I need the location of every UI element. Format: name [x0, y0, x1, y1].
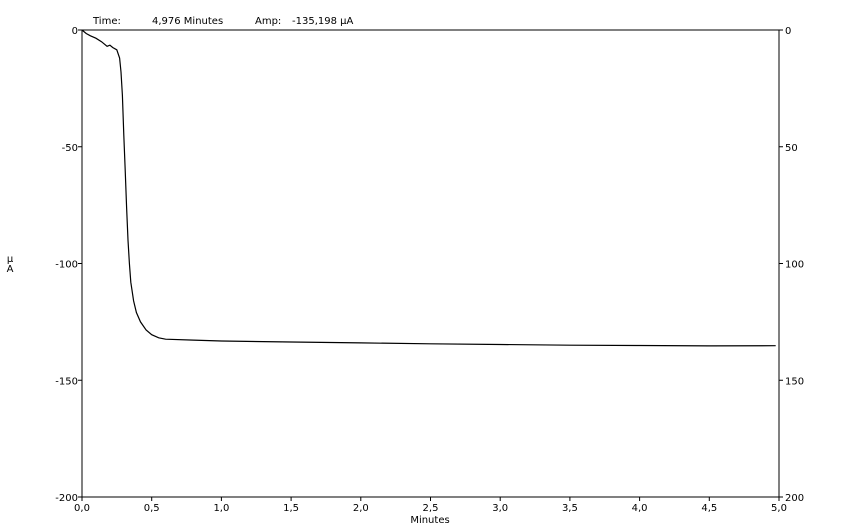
- x-tick-label: 4,5: [701, 503, 717, 514]
- header-time-label: Time:: [92, 16, 121, 27]
- x-axis-label: Minutes: [410, 515, 449, 525]
- x-tick-label: 1,5: [283, 503, 299, 514]
- y-axis-left: 0 -50 -100 -150 -200: [55, 26, 82, 504]
- y-tick-label-right: 200: [785, 493, 804, 504]
- y-axis-right: 0 50 100 150 200: [779, 26, 804, 504]
- x-tick-label: 0,0: [74, 503, 90, 514]
- y-tick-label-right: 50: [785, 143, 798, 154]
- x-tick-label: 5,0: [771, 503, 787, 514]
- y-tick-label-left: 0: [72, 26, 78, 37]
- y-tick-label-right: 150: [785, 376, 804, 387]
- x-tick-label: 4,0: [632, 503, 648, 514]
- y-tick-label-left: -150: [55, 376, 78, 387]
- x-tick-label: 3,0: [492, 503, 508, 514]
- header-time-value: 4,976 Minutes: [152, 16, 223, 27]
- series-layer: [81, 29, 776, 347]
- x-tick-label: 2,5: [423, 503, 439, 514]
- plot-frame: [81, 29, 780, 498]
- header-amp-label: Amp:: [255, 16, 281, 27]
- y-tick-label-right: 0: [785, 26, 791, 37]
- y-tick-label-right: 100: [785, 260, 804, 271]
- x-tick-label: 0,5: [144, 503, 160, 514]
- x-tick-label: 3,5: [562, 503, 578, 514]
- x-tick-label: 1,0: [213, 503, 229, 514]
- x-tick-label: 2,0: [353, 503, 369, 514]
- y-tick-label-left: -200: [55, 493, 78, 504]
- x-axis: 0,0 0,5 1,0 1,5 2,0 2,5 3,0 3,5 4,0 4,5 5,0: [74, 497, 787, 514]
- y-tick-label-left: -50: [62, 143, 78, 154]
- y-tick-label-left: -100: [55, 260, 78, 271]
- series-line: [81, 29, 776, 347]
- header-amp-value: -135,198 µA: [292, 16, 354, 27]
